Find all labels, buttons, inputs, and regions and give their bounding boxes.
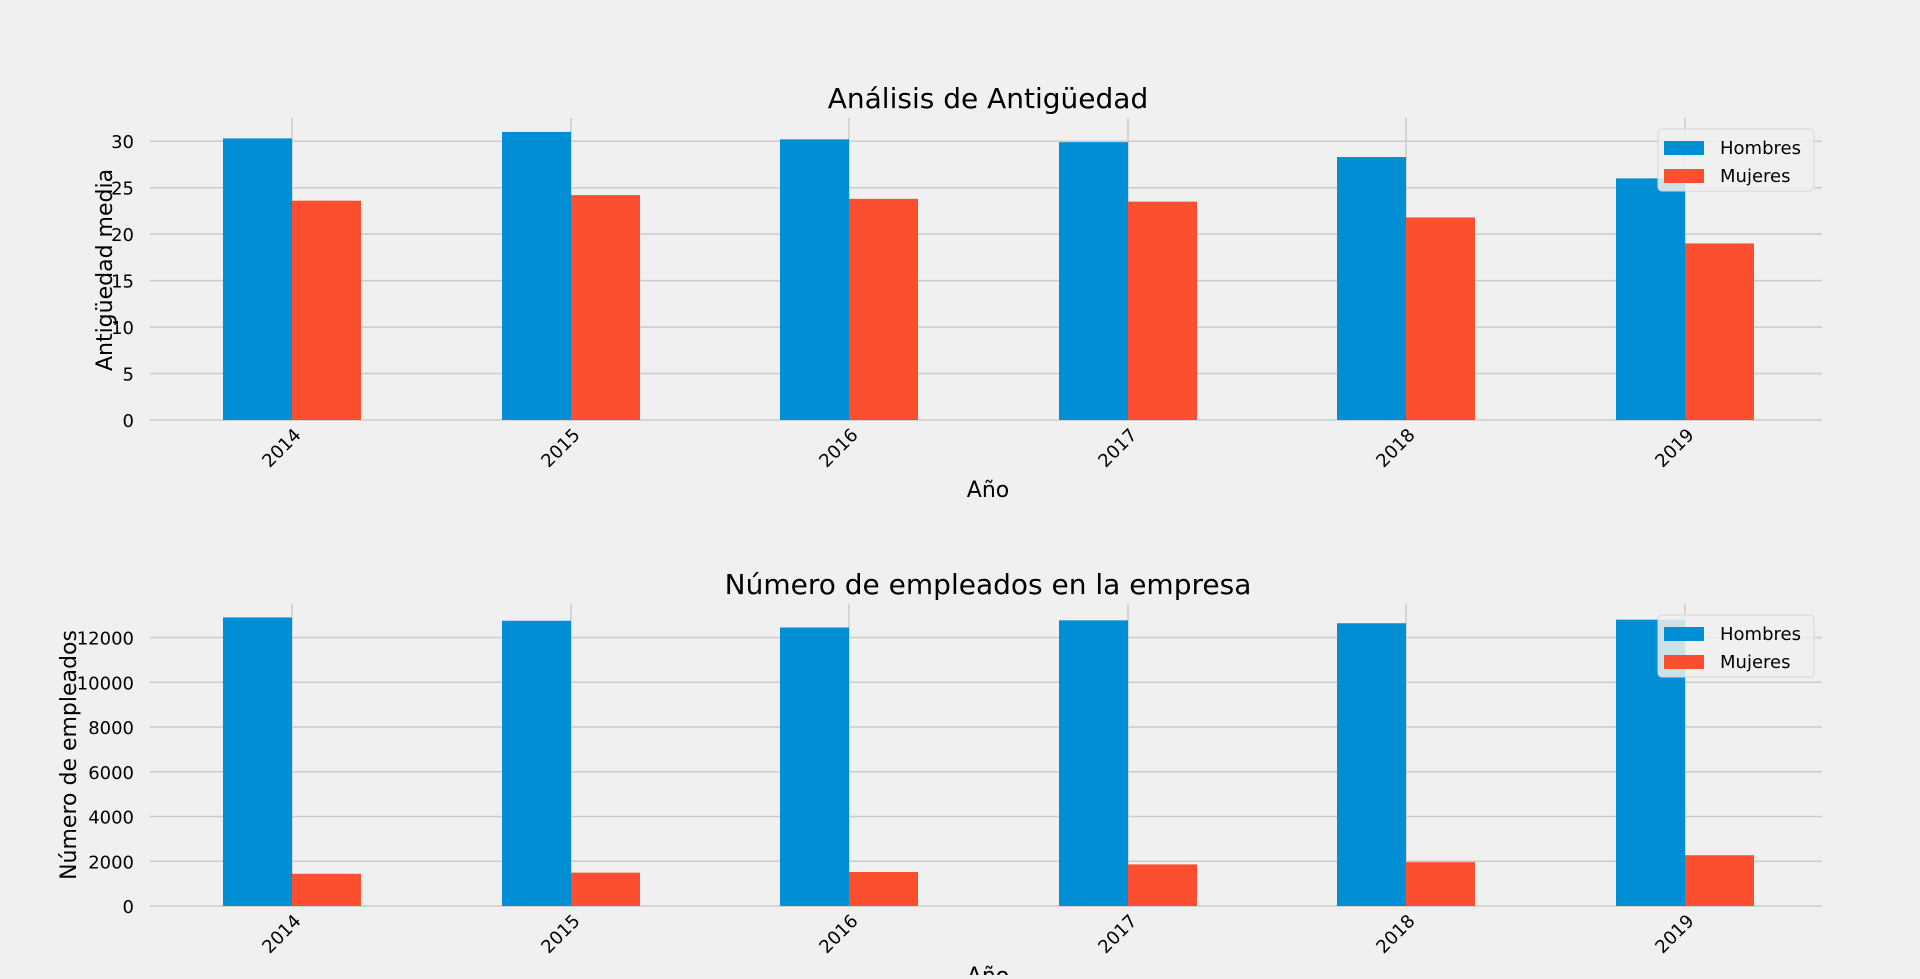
y-tick-label: 30 — [111, 132, 134, 153]
bar-hombres-2016 — [780, 627, 849, 906]
x-tick-label: 2016 — [815, 911, 862, 958]
y-tick-label: 10000 — [77, 673, 134, 694]
series-mujeres — [292, 855, 1754, 906]
y-tick-label: 4000 — [88, 808, 134, 829]
legend-swatch — [1664, 627, 1704, 641]
chart-antiguedad: Análisis de Antigüedad Año Antigüedad me… — [93, 82, 1822, 503]
bar-hombres-2019 — [1616, 178, 1685, 420]
y-tick-label: 8000 — [88, 718, 134, 739]
x-tick-label: 2017 — [1094, 911, 1141, 958]
series-hombres — [223, 617, 1685, 906]
legend: Hombres Mujeres — [1657, 128, 1815, 192]
x-tick-label: 2015 — [537, 425, 584, 472]
bar-mujeres-2017 — [1128, 201, 1197, 420]
bar-hombres-2015 — [502, 620, 571, 906]
x-tick-label: 2015 — [537, 911, 584, 958]
bar-mujeres-2019 — [1685, 243, 1754, 420]
y-tick-label: 15 — [111, 272, 134, 293]
chart-title: Número de empleados en la empresa — [725, 568, 1252, 601]
legend: Hombres Mujeres — [1657, 614, 1815, 678]
x-tick-label: 2016 — [815, 425, 862, 472]
y-tick-label: 12000 — [77, 629, 134, 650]
bar-hombres-2016 — [780, 139, 849, 420]
x-tick-label: 2014 — [258, 425, 305, 472]
y-tick-label: 25 — [111, 179, 134, 200]
series-mujeres — [292, 195, 1754, 420]
y-tick-label: 10 — [111, 318, 134, 339]
grid — [150, 604, 1822, 907]
bar-mujeres-2014 — [292, 873, 361, 906]
grid — [150, 118, 1822, 421]
bar-mujeres-2019 — [1685, 855, 1754, 906]
x-tick-label: 2018 — [1372, 425, 1419, 472]
y-tick-label: 0 — [123, 897, 134, 918]
bar-hombres-2018 — [1337, 623, 1406, 906]
bar-mujeres-2015 — [571, 872, 640, 906]
bar-hombres-2014 — [223, 617, 292, 906]
y-tick-label: 5 — [123, 365, 134, 386]
legend-label: Mujeres — [1720, 166, 1790, 187]
y-tick-label: 20 — [111, 225, 134, 246]
x-axis-label: Año — [967, 478, 1009, 503]
chart-title: Análisis de Antigüedad — [828, 82, 1148, 115]
bar-mujeres-2015 — [571, 195, 640, 420]
series-hombres — [223, 131, 1685, 421]
bar-mujeres-2016 — [849, 198, 918, 420]
legend-swatch — [1664, 141, 1704, 155]
bar-hombres-2017 — [1059, 142, 1128, 420]
bar-hombres-2015 — [502, 131, 571, 420]
y-tick-label: 0 — [123, 411, 134, 432]
bar-hombres-2018 — [1337, 157, 1406, 420]
bar-hombres-2017 — [1059, 620, 1128, 906]
y-tick-label: 6000 — [88, 763, 134, 784]
bar-mujeres-2014 — [292, 200, 361, 420]
legend-swatch — [1664, 169, 1704, 183]
legend-label: Hombres — [1720, 624, 1801, 645]
legend-swatch — [1664, 655, 1704, 669]
bar-mujeres-2016 — [849, 871, 918, 906]
legend-label: Hombres — [1720, 138, 1801, 159]
bar-mujeres-2018 — [1406, 217, 1475, 420]
x-tick-label: 2017 — [1094, 425, 1141, 472]
x-tick-label: 2019 — [1651, 425, 1698, 472]
y-axis-label: Número de empleados — [57, 630, 82, 880]
legend-label: Mujeres — [1720, 652, 1790, 673]
x-axis-label: Año — [967, 964, 1009, 975]
chart-empleados: Número de empleados en la empresa Año Nú… — [57, 568, 1822, 979]
y-axis-label: Antigüedad media — [93, 169, 118, 371]
x-tick-label: 2014 — [258, 911, 305, 958]
bar-hombres-2014 — [223, 138, 292, 421]
x-tick-label: 2019 — [1651, 911, 1698, 958]
bar-mujeres-2018 — [1406, 862, 1475, 906]
bar-mujeres-2017 — [1128, 864, 1197, 906]
y-tick-label: 2000 — [88, 852, 134, 873]
x-tick-label: 2018 — [1372, 911, 1419, 958]
